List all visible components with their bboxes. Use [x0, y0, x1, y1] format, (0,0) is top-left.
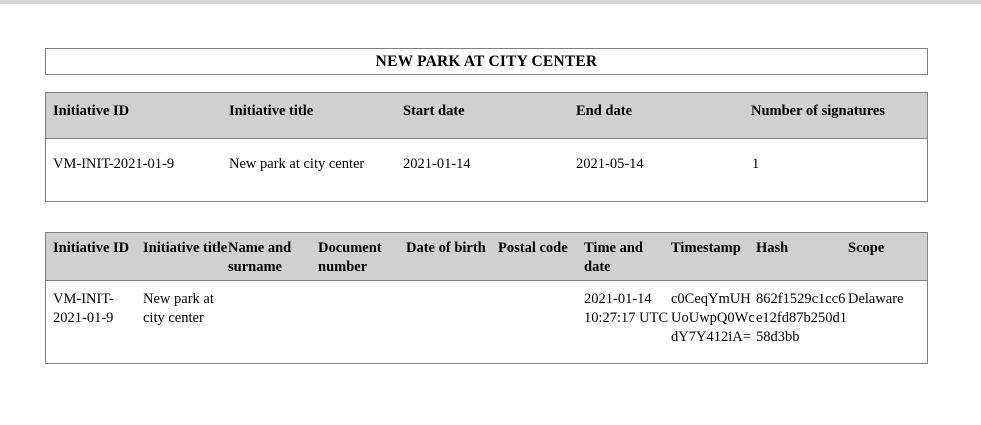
- cell-start-date: 2021-01-14: [403, 156, 471, 172]
- signature-detail-table: Initiative ID Initiative title Name and …: [45, 232, 928, 364]
- initiative-table-header-row: Initiative ID Initiative title Start dat…: [46, 93, 927, 139]
- column-header-start-date: Start date: [403, 103, 465, 119]
- cell-initiative-id: VM-INIT-2021-01-9: [53, 156, 175, 172]
- table-row: VM-INIT-2021-01-9 New park at city cente…: [46, 139, 927, 201]
- table-row: VM-INIT-2021-01-9 New park at city cente…: [46, 281, 927, 363]
- column-header-time-and-date: Time and date: [584, 240, 643, 275]
- cell-scope: Delaware: [848, 291, 904, 307]
- column-header-postal-code: Postal code: [498, 240, 568, 256]
- cell-initiative-title: New park at city center: [143, 291, 214, 326]
- initiative-summary-table: Initiative ID Initiative title Start dat…: [45, 92, 928, 202]
- column-header-initiative-id: Initiative ID: [53, 240, 130, 256]
- column-header-initiative-title: Initiative title: [229, 103, 314, 119]
- document-title-banner: NEW PARK AT CITY CENTER: [45, 48, 928, 75]
- column-header-name-and-surname: Name and surname: [228, 240, 292, 275]
- cell-time-and-date: 2021-01-14 10:27:17 UTC: [584, 291, 669, 326]
- window-top-edge: [0, 0, 981, 4]
- cell-number-of-signatures: 1: [752, 156, 760, 172]
- signatures-table-header-row: Initiative ID Initiative title Name and …: [46, 233, 927, 281]
- cell-end-date: 2021-05-14: [576, 156, 644, 172]
- cell-timestamp: c0CeqYmUHUoUwpQ0WcdY7Y412iA=: [671, 291, 755, 345]
- column-header-number-of-signatures: Number of signatures: [751, 103, 885, 119]
- page-title: NEW PARK AT CITY CENTER: [375, 52, 598, 70]
- column-header-end-date: End date: [576, 103, 633, 119]
- column-header-hash: Hash: [756, 240, 789, 256]
- document-page: NEW PARK AT CITY CENTER Initiative ID In…: [0, 4, 981, 425]
- column-header-date-of-birth: Date of birth: [406, 240, 486, 256]
- cell-initiative-id: VM-INIT-2021-01-9: [53, 291, 114, 326]
- cell-hash: 862f1529c1cc6e12fd87b250d158d3bb: [756, 291, 848, 345]
- cell-initiative-title: New park at city center: [229, 156, 365, 172]
- column-header-timestamp: Timestamp: [671, 240, 741, 256]
- column-header-initiative-title: Initiative title: [143, 240, 228, 256]
- column-header-scope: Scope: [848, 240, 885, 256]
- column-header-initiative-id: Initiative ID: [53, 103, 130, 119]
- column-header-document-number: Document number: [318, 240, 382, 275]
